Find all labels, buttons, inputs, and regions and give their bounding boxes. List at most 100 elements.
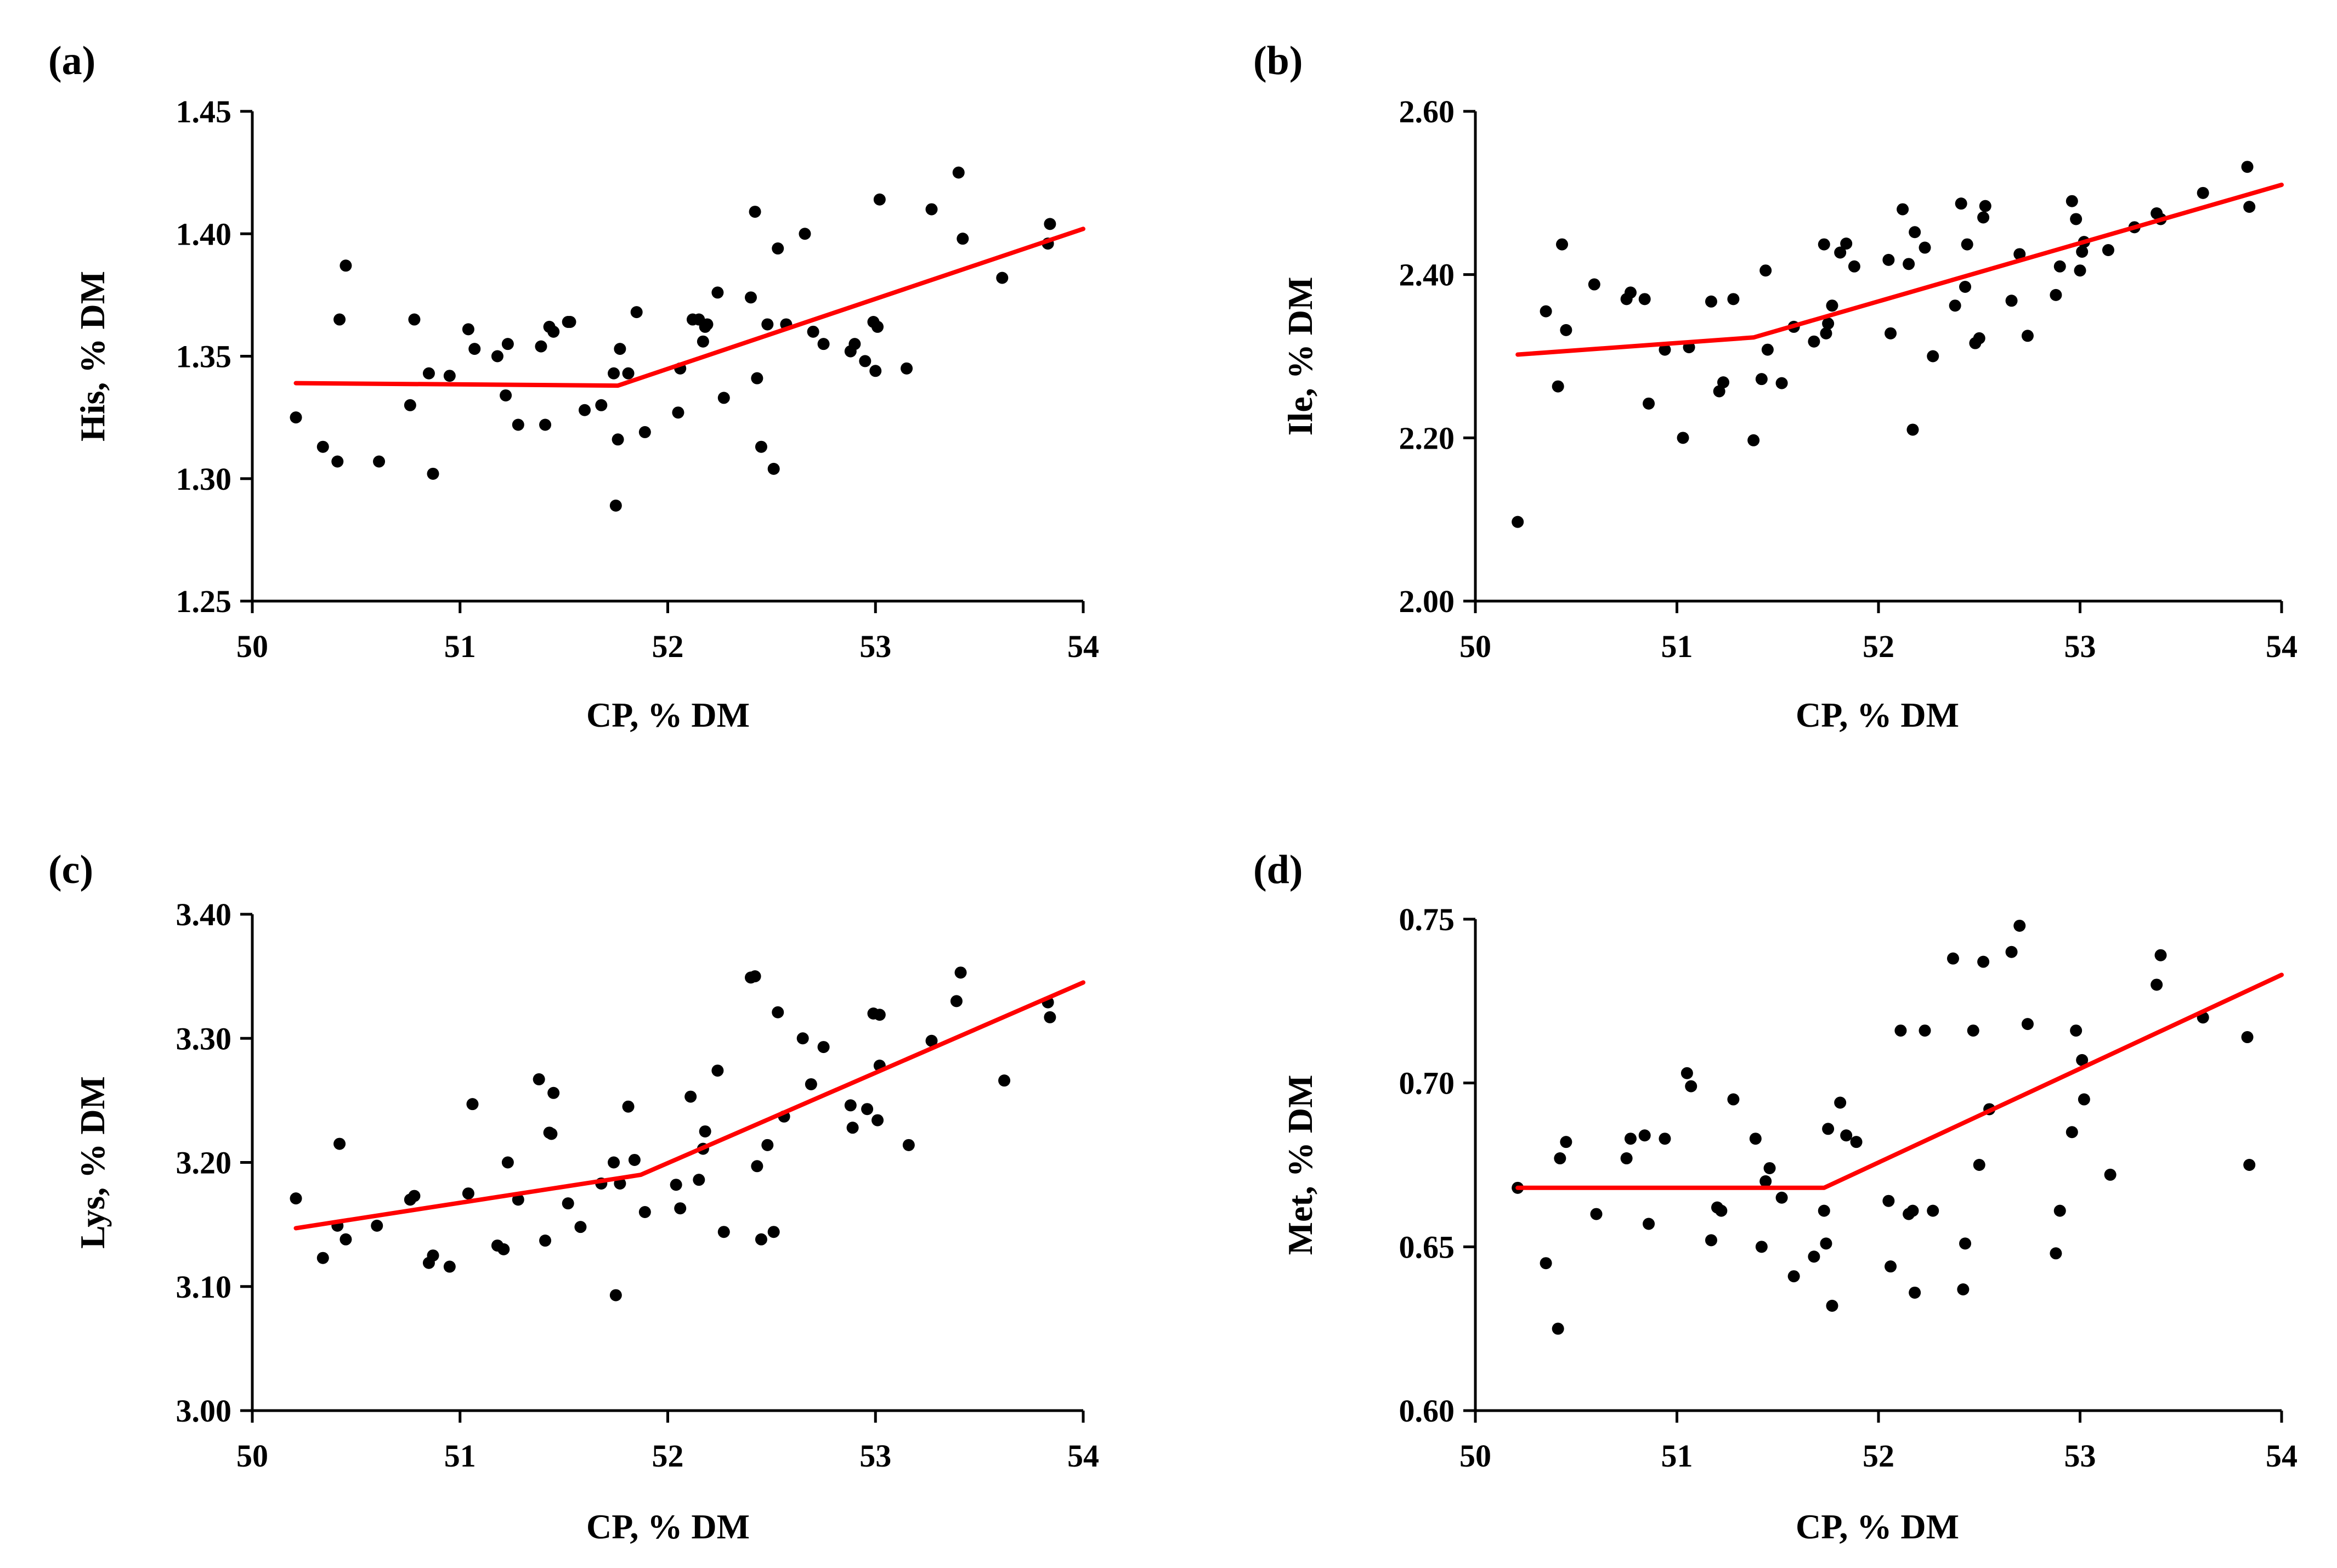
- data-point: [2076, 1054, 2089, 1066]
- x-tick-label: 50: [1459, 629, 1491, 664]
- data-point: [873, 193, 886, 206]
- data-point: [2005, 295, 2018, 307]
- data-point: [1927, 1204, 1939, 1217]
- data-point: [371, 1219, 383, 1232]
- data-point: [1540, 1257, 1552, 1270]
- data-point: [1705, 1234, 1717, 1247]
- data-point: [2050, 1247, 2062, 1260]
- data-point: [1808, 335, 1820, 348]
- x-tick-label: 51: [1661, 629, 1693, 664]
- data-point: [996, 271, 1009, 284]
- chart-panel-c: 3.00 3.10 3.20 3.30 3.40 50 51 52 53 54 CP, % DM Ly…: [48, 847, 1099, 1546]
- data-point: [1909, 1286, 1921, 1299]
- data-point: [1882, 1195, 1895, 1207]
- data-point: [2021, 330, 2034, 342]
- data-point: [2053, 260, 2066, 273]
- data-point: [608, 1156, 620, 1169]
- data-point: [1755, 373, 1768, 386]
- data-point: [2021, 1018, 2034, 1031]
- data-point: [614, 343, 626, 355]
- x-tick-label: 51: [444, 1438, 476, 1474]
- data-point: [1643, 397, 1655, 410]
- y-tick-label: 3.30: [176, 1021, 232, 1056]
- data-point: [799, 228, 811, 240]
- data-point: [612, 433, 624, 446]
- data-point: [846, 1122, 859, 1134]
- data-point: [1820, 1237, 1832, 1250]
- data-point: [1957, 1283, 1970, 1295]
- data-point: [873, 1009, 886, 1021]
- data-point: [1955, 197, 1967, 210]
- data-point: [1909, 226, 1921, 239]
- data-point: [817, 338, 830, 350]
- data-point: [339, 1233, 352, 1246]
- data-point: [339, 259, 352, 272]
- data-point: [749, 970, 761, 983]
- data-point: [998, 1074, 1011, 1087]
- data-point: [672, 406, 684, 419]
- data-point: [1850, 1136, 1863, 1148]
- data-point: [697, 335, 709, 348]
- data-point: [1727, 293, 1740, 305]
- data-point: [427, 1249, 439, 1262]
- data-point: [1973, 1159, 1985, 1171]
- data-point: [1759, 1175, 1772, 1187]
- data-point: [1680, 1067, 1693, 1079]
- data-point: [711, 286, 724, 299]
- data-point: [1973, 332, 1985, 344]
- data-point: [1946, 952, 1959, 965]
- data-point: [373, 455, 386, 468]
- data-point: [1885, 327, 1897, 339]
- x-tick-label: 51: [444, 629, 476, 664]
- data-point: [1685, 1080, 1697, 1092]
- data-point: [1882, 253, 1895, 266]
- data-point: [2066, 1126, 2078, 1139]
- y-tick-label: 3.40: [176, 897, 232, 932]
- x-tick-label: 50: [236, 1438, 268, 1474]
- data-point: [333, 313, 346, 326]
- data-point: [462, 1187, 474, 1200]
- data-point: [755, 440, 767, 453]
- x-tick-label: 54: [2266, 1438, 2298, 1474]
- x-tick-label: 54: [1067, 1438, 1099, 1474]
- y-axis-title: His, % DM: [73, 271, 112, 441]
- data-point: [333, 1137, 346, 1150]
- data-point: [1638, 293, 1651, 305]
- data-point: [1977, 211, 1990, 224]
- data-point: [628, 1153, 641, 1166]
- data-point: [1834, 246, 1847, 259]
- data-point: [638, 426, 651, 438]
- data-point: [1834, 1096, 1847, 1109]
- data-point: [1822, 1123, 1835, 1135]
- x-tick-label: 50: [1459, 1438, 1491, 1474]
- data-point: [859, 355, 872, 367]
- data-point: [1715, 1204, 1728, 1217]
- data-point: [1560, 324, 1572, 336]
- y-tick-label: 2.00: [1399, 584, 1455, 619]
- data-point: [957, 233, 969, 245]
- data-point: [622, 1100, 635, 1113]
- data-point: [1903, 258, 1915, 270]
- data-point: [2243, 201, 2256, 213]
- y-tick-label: 3.10: [176, 1269, 232, 1305]
- data-point: [1759, 264, 1772, 277]
- y-tick-label: 2.40: [1399, 257, 1455, 293]
- data-point: [684, 1090, 697, 1103]
- x-tick-label: 53: [2064, 1438, 2096, 1474]
- data-point: [2197, 186, 2209, 199]
- data-point: [533, 1073, 545, 1085]
- data-point: [1659, 1133, 1671, 1145]
- data-point: [1713, 385, 1725, 398]
- data-point: [539, 1235, 552, 1247]
- data-point: [1590, 1208, 1603, 1220]
- fit-line: [1515, 183, 2284, 357]
- data-point: [1885, 1260, 1897, 1273]
- data-point: [500, 389, 512, 401]
- data-point: [1588, 278, 1600, 291]
- data-point: [1763, 1162, 1776, 1174]
- y-tick-label: 1.30: [176, 461, 232, 497]
- data-point: [1620, 1152, 1633, 1165]
- data-point: [844, 1099, 857, 1112]
- data-point: [1840, 1129, 1853, 1142]
